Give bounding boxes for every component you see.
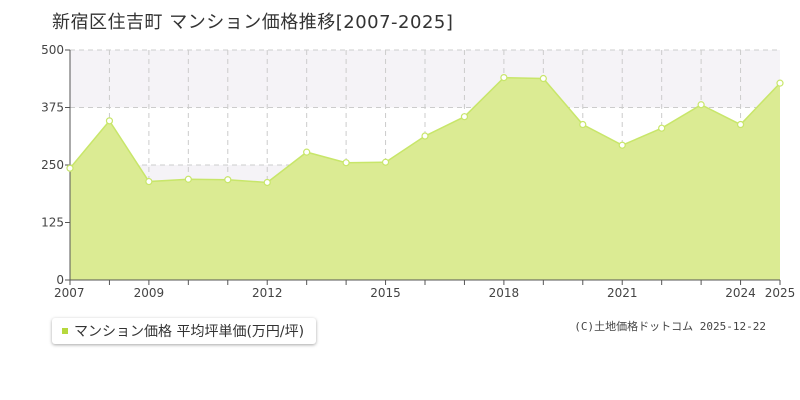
x-tick-label: 2012 bbox=[252, 286, 283, 300]
y-tick-label: 375 bbox=[41, 101, 64, 115]
data-point bbox=[539, 74, 547, 83]
legend-label: マンション価格 平均坪単価(万円/坪) bbox=[74, 324, 305, 340]
x-tick-label: 2015 bbox=[370, 286, 401, 300]
series-area bbox=[70, 77, 780, 280]
y-tick-label: 500 bbox=[41, 43, 64, 57]
legend: マンション価格 平均坪単価(万円/坪) bbox=[52, 318, 317, 344]
data-point bbox=[460, 113, 469, 121]
x-tick-label: 2021 bbox=[607, 286, 638, 300]
data-point bbox=[579, 120, 587, 129]
data-point bbox=[342, 159, 350, 167]
x-tick-labels: 2007 2009 2012 2015 2018 2021 2024 2025 bbox=[54, 286, 795, 300]
data-point bbox=[618, 141, 626, 149]
x-tick-label: 2024 bbox=[725, 286, 756, 300]
chart-title: 新宿区住吉町 マンション価格推移[2007-2025] bbox=[52, 12, 454, 33]
x-tick-label: 2009 bbox=[134, 286, 165, 300]
x-tick-label: 2025 bbox=[765, 286, 796, 300]
credit-text: (C)土地価格ドットコム 2025-12-22 bbox=[574, 320, 766, 333]
data-point bbox=[500, 73, 508, 82]
data-point bbox=[66, 164, 74, 172]
data-point bbox=[263, 178, 271, 187]
y-tick-label: 250 bbox=[41, 158, 64, 172]
data-points bbox=[66, 73, 784, 187]
data-point bbox=[658, 124, 666, 132]
data-point bbox=[697, 101, 705, 109]
data-point bbox=[736, 120, 745, 129]
data-point bbox=[381, 158, 390, 166]
legend-swatch bbox=[62, 328, 68, 334]
data-point bbox=[421, 132, 429, 140]
data-point bbox=[224, 176, 232, 184]
x-tick-label: 2007 bbox=[54, 286, 85, 300]
data-point bbox=[105, 117, 114, 125]
data-point bbox=[303, 148, 311, 156]
data-point bbox=[184, 175, 192, 183]
data-point bbox=[776, 79, 784, 87]
y-tick-label: 0 bbox=[56, 273, 64, 287]
data-point bbox=[145, 177, 153, 186]
x-tick-label: 2018 bbox=[489, 286, 520, 300]
y-tick-label: 125 bbox=[41, 216, 64, 230]
y-tick-labels: 0 125 250 375 500 bbox=[41, 43, 64, 287]
